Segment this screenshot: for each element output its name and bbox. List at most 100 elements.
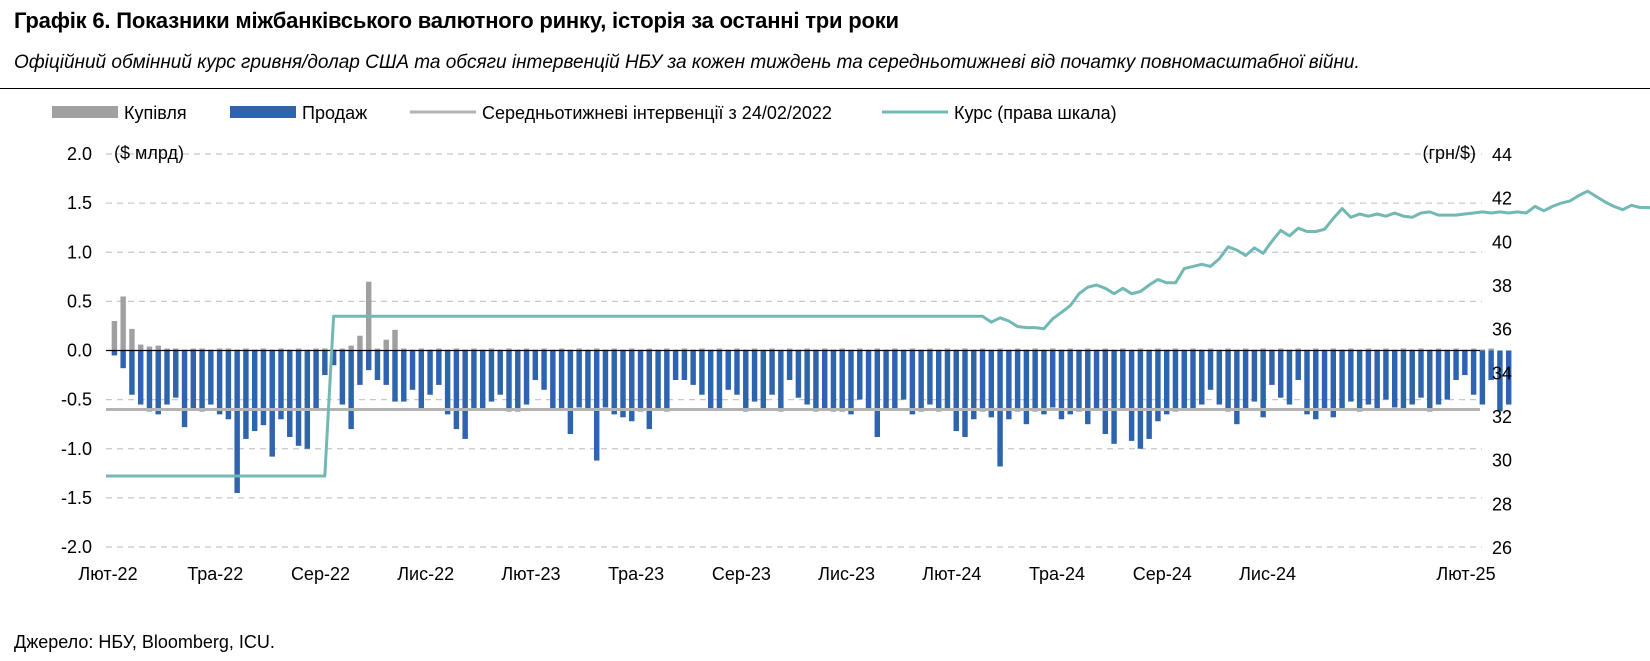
buy-bar: [979, 348, 986, 351]
sell-bar: [839, 350, 845, 412]
buy-bar: [821, 348, 828, 351]
sell-bar: [155, 350, 161, 415]
buy-bar: [225, 348, 232, 351]
buy-bar: [120, 296, 126, 351]
sell-bar: [716, 350, 723, 410]
buy-bar: [1014, 348, 1021, 351]
sell-bar: [1190, 350, 1196, 410]
header-divider: [0, 88, 1650, 89]
buy-bar: [1242, 348, 1249, 351]
sell-bar: [1006, 350, 1012, 420]
sell-bar: [374, 350, 381, 380]
right-unit-label: (грн/$): [1422, 143, 1476, 163]
sell-bar: [409, 350, 416, 390]
buy-bar: [392, 329, 398, 351]
right-tick-label: 34: [1492, 363, 1512, 383]
right-tick-label: 36: [1492, 320, 1512, 340]
chart-axes: 2.0 1.5 1.0 0.5 0.0 -0.5 -1.0 -1.5 -2.0 44 42 40 38 3…: [61, 143, 1512, 584]
sell-bar: [892, 350, 898, 410]
buy-bar: [962, 348, 968, 351]
sell-bar: [830, 350, 837, 412]
sell-bar: [541, 350, 547, 390]
sell-bar: [111, 350, 118, 356]
sell-bar: [1181, 350, 1187, 410]
sell-bar: [646, 350, 653, 430]
x-tick-label: Лют-25: [1436, 564, 1495, 584]
sell-bar: [935, 350, 942, 412]
sell-bar: [322, 350, 328, 376]
sell-bar: [532, 350, 539, 380]
sell-bar: [620, 350, 626, 418]
buy-bar: [146, 346, 153, 351]
legend-swatch-bar: [230, 106, 296, 118]
sell-bar: [471, 350, 477, 410]
sell-bar: [725, 350, 731, 390]
buy-bar: [593, 348, 600, 351]
sell-bar: [1277, 350, 1284, 398]
sell-bar: [1286, 350, 1293, 405]
right-tick-label: 32: [1492, 407, 1512, 427]
sell-bar: [760, 350, 767, 410]
exchange-rate-line: [106, 189, 1650, 478]
left-tick-label: -0.5: [61, 390, 92, 410]
sell-bar: [593, 350, 600, 461]
x-tick-label: Сер-23: [712, 564, 771, 584]
buy-bar: [401, 348, 407, 351]
buy-bar: [260, 348, 267, 351]
sell-bar: [1102, 350, 1109, 435]
buy-bar: [1190, 348, 1196, 351]
sell-bar: [786, 350, 793, 380]
buy-bar: [348, 345, 354, 351]
sell-bar: [1014, 350, 1021, 412]
buy-bar: [1400, 348, 1407, 351]
chart-legend: Купівля Продаж Середньотижневі інтервенції…: [52, 103, 1117, 123]
sell-bar: [164, 350, 170, 405]
sell-bar: [1383, 350, 1389, 400]
buy-bar: [1488, 348, 1494, 351]
sell-bar: [558, 350, 565, 410]
sell-bar: [1479, 350, 1486, 405]
sell-bar: [1374, 350, 1380, 410]
sell-bar: [1260, 350, 1266, 418]
sell-bar: [585, 350, 591, 410]
buy-bar: [769, 348, 775, 351]
sell-bar: [313, 350, 319, 410]
legend-label: Курс (права шкала): [954, 103, 1117, 123]
sell-bar: [304, 350, 311, 449]
sell-bar: [216, 350, 223, 415]
sell-bar: [813, 350, 819, 412]
sell-bar: [1295, 350, 1301, 380]
sell-bar: [243, 350, 249, 439]
buy-bar: [137, 344, 144, 351]
buy-bar: [1172, 348, 1179, 351]
sell-bar: [1304, 350, 1310, 415]
sell-bar: [1321, 350, 1328, 410]
left-tick-label: 1.0: [67, 242, 92, 262]
buy-bar: [199, 348, 205, 351]
buy-bar: [1330, 348, 1337, 351]
buy-bar: [1085, 348, 1091, 351]
buy-bar: [874, 348, 881, 351]
sell-bar: [769, 350, 775, 395]
sell-bar: [1497, 350, 1503, 412]
sell-bar: [418, 350, 425, 410]
sell-bar: [488, 350, 495, 402]
buy-bar: [857, 348, 863, 351]
sell-bar: [1453, 350, 1459, 380]
left-tick-label: -1.5: [61, 488, 92, 508]
right-tick-label: 38: [1492, 276, 1512, 296]
buy-bar: [1470, 348, 1477, 351]
buy-bar: [111, 321, 118, 351]
buy-bar: [1032, 348, 1038, 351]
sell-bar: [515, 350, 521, 412]
legend-label: Купівля: [124, 103, 187, 123]
buy-bar: [418, 348, 425, 351]
sell-bar: [900, 350, 907, 400]
sell-bar: [287, 350, 293, 437]
x-tick-label: Лис-23: [818, 564, 875, 584]
sell-bar: [1058, 350, 1065, 420]
sell-bar: [699, 350, 705, 395]
buy-bar: [629, 348, 635, 351]
buy-bar: [541, 348, 547, 351]
sell-bar: [401, 350, 407, 402]
